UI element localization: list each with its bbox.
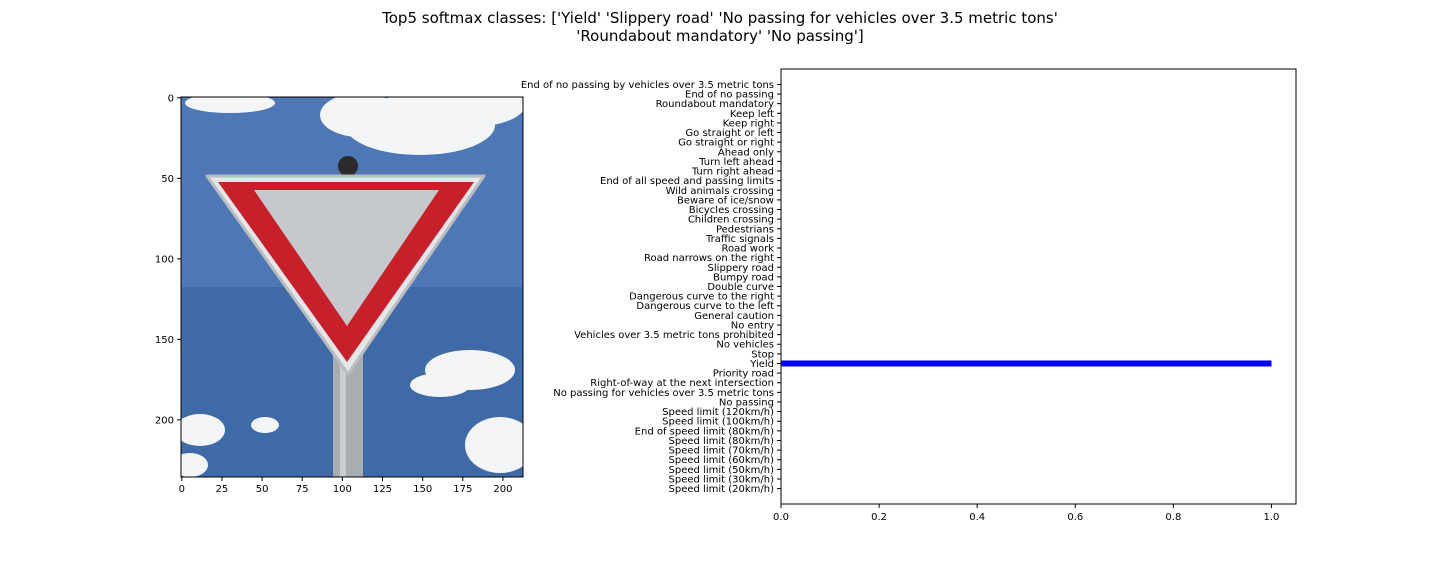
bar-axes-frame — [780, 68, 1297, 505]
category-label: End of all speed and passing limits — [600, 176, 774, 187]
probability-tick-label: 0.4 — [969, 512, 985, 523]
category-label: Speed limit (30km/h) — [669, 474, 775, 485]
probability-tick-label: 0.0 — [773, 512, 789, 523]
clouds — [181, 97, 523, 477]
category-label: Ahead only — [718, 147, 774, 158]
category-label: End of speed limit (80km/h) — [635, 426, 774, 437]
category-label: Right-of-way at the next intersection — [590, 378, 774, 389]
category-label: Go straight or right — [678, 138, 774, 149]
image-y-tick-label: 0 — [168, 93, 174, 104]
category-label: Traffic signals — [705, 234, 774, 245]
category-label: No passing — [719, 397, 774, 408]
figure-title-line-2: 'Roundabout mandatory' 'No passing'] — [576, 27, 864, 45]
image-x-tick-label: 50 — [256, 484, 269, 495]
image-panel: 0 25 50 75 100 125 150 175 200 0 50 100 150 200 — [155, 93, 524, 495]
image-y-tick-label: 50 — [161, 174, 174, 185]
probability-tick-label: 1.0 — [1264, 512, 1280, 523]
figure-title: Top5 softmax classes: ['Yield' 'Slippery… — [0, 9, 1440, 45]
probability-tick-label: 0.8 — [1165, 512, 1181, 523]
category-label: Speed limit (60km/h) — [669, 455, 775, 466]
category-label: Pedestrians — [716, 224, 774, 235]
category-label: Speed limit (50km/h) — [669, 465, 775, 476]
category-label: No passing for vehicles over 3.5 metric … — [553, 388, 774, 399]
image-x-tick-label: 125 — [373, 484, 392, 495]
category-label: Keep left — [730, 109, 774, 120]
image-x-tick-label: 25 — [216, 484, 229, 495]
image-x-tick-label: 150 — [413, 484, 432, 495]
category-label: Turn left ahead — [698, 157, 774, 168]
category-label: Speed limit (120km/h) — [662, 407, 774, 418]
image-x-axis: 0 25 50 75 100 125 150 175 200 — [179, 477, 512, 495]
image-y-tick-label: 150 — [155, 335, 174, 346]
image-y-tick-label: 100 — [155, 254, 174, 265]
category-label: Children crossing — [688, 215, 774, 226]
category-label: Go straight or left — [685, 128, 774, 139]
probability-tick-label: 0.2 — [871, 512, 887, 523]
category-labels: Speed limit (20km/h)Speed limit (30km/h)… — [521, 80, 781, 495]
pole-cap — [338, 156, 358, 176]
image-x-tick-label: 175 — [453, 484, 472, 495]
category-label: Slippery road — [708, 263, 774, 274]
figure-title-line-1: Top5 softmax classes: ['Yield' 'Slippery… — [382, 9, 1058, 27]
category-label: Speed limit (20km/h) — [669, 484, 775, 495]
category-label: Dangerous curve to the left — [636, 301, 774, 312]
image-x-tick-label: 200 — [493, 484, 512, 495]
category-label: Priority road — [713, 369, 774, 380]
category-label: Bicycles crossing — [689, 205, 774, 216]
probability-x-axis: 0.0 0.2 0.4 0.6 0.8 1.0 — [773, 504, 1279, 523]
bars — [781, 360, 1272, 367]
category-label: Yield — [749, 359, 774, 370]
image-x-tick-label: 75 — [296, 484, 309, 495]
category-label: End of no passing — [685, 90, 774, 101]
sign-photo — [181, 97, 523, 477]
category-label: Road work — [722, 244, 775, 255]
category-label: Turn right ahead — [691, 167, 774, 178]
image-axes-frame — [180, 96, 524, 478]
category-label: End of no passing by vehicles over 3.5 m… — [521, 80, 774, 91]
category-label: Speed limit (80km/h) — [669, 436, 775, 447]
category-label: Speed limit (70km/h) — [669, 446, 775, 457]
category-label: Vehicles over 3.5 metric tons prohibited — [574, 330, 774, 341]
category-label: Beware of ice/snow — [677, 195, 774, 206]
bar-chart: Speed limit (20km/h)Speed limit (30km/h)… — [521, 68, 1297, 523]
image-y-tick-label: 200 — [155, 415, 174, 426]
image-x-tick-label: 100 — [333, 484, 352, 495]
probability-tick-label: 0.6 — [1067, 512, 1083, 523]
category-label: Keep right — [723, 118, 774, 129]
sign-inner-triangle — [254, 190, 439, 326]
category-label: Stop — [751, 349, 774, 360]
image-x-tick-label: 0 — [179, 484, 185, 495]
category-label: Roundabout mandatory — [656, 99, 775, 110]
category-label: General caution — [694, 311, 774, 322]
category-label: No entry — [731, 320, 774, 331]
category-label: Bumpy road — [713, 272, 774, 283]
image-y-axis: 0 50 100 150 200 — [155, 93, 181, 426]
category-label: No vehicles — [716, 340, 774, 351]
category-label: Speed limit (100km/h) — [662, 417, 774, 428]
bar-13 — [781, 360, 1272, 367]
category-label: Dangerous curve to the right — [629, 292, 774, 303]
category-label: Wild animals crossing — [666, 186, 774, 197]
category-label: Double curve — [707, 282, 774, 293]
category-label: Road narrows on the right — [644, 253, 774, 264]
